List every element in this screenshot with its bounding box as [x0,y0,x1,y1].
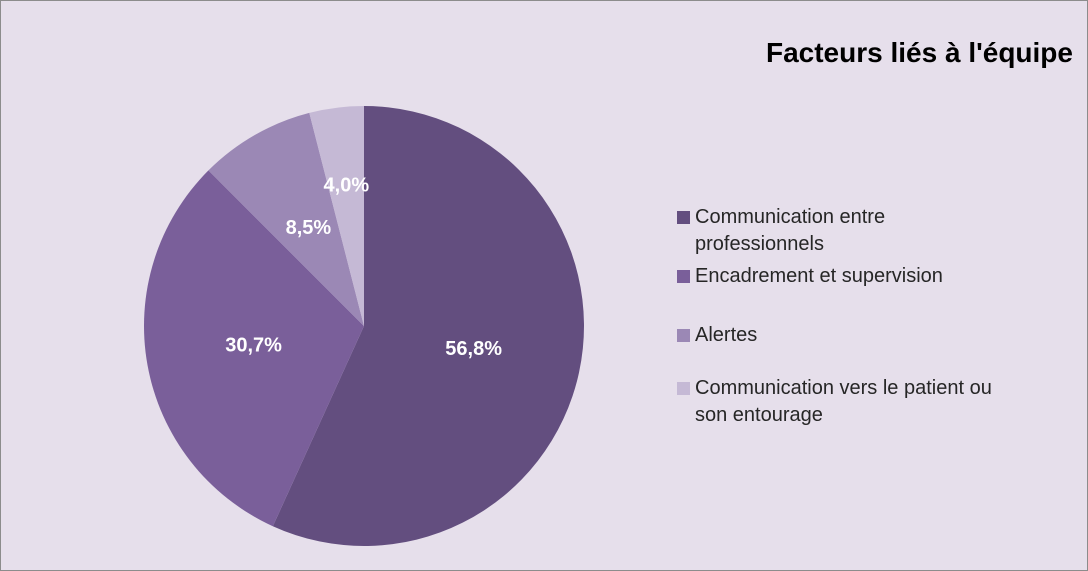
legend-item: Alertes [677,322,997,349]
chart-title: Facteurs liés à l'équipe [765,37,1073,68]
legend-swatch [677,382,690,395]
pie-slice [272,106,585,546]
legend-label: Encadrement et supervision [695,265,943,287]
legend-item: Communication entre professionnels [677,204,997,258]
legend-label: Communication vers le patient ou son ent… [695,377,992,426]
legend: Communication entre professionnels Encadr… [677,204,997,429]
legend-swatch [677,270,690,283]
pie-slice [144,170,364,527]
slice-label: 56,8% [445,338,502,360]
pie-slice [309,106,364,326]
legend-swatch [677,211,690,224]
legend-item: Communication vers le patient ou son ent… [677,375,997,429]
legend-item: Encadrement et supervision [677,263,997,290]
slice-label: 30,7% [225,334,282,356]
legend-label: Alertes [695,324,758,346]
pie-slice [208,112,364,326]
legend-label: Communication entre professionnels [695,206,886,255]
legend-swatch [677,329,690,342]
slice-label: 4,0% [324,175,370,197]
slice-label: 8,5% [286,217,332,239]
